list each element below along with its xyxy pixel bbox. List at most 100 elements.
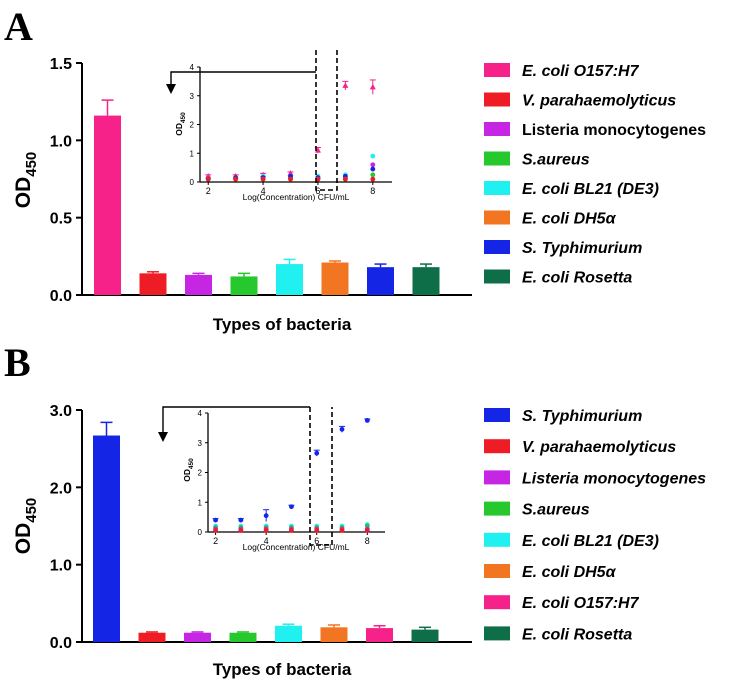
legend-label: V. parahaemolyticus [522,93,676,110]
highlight-dashed-box [315,50,338,191]
inset-y-tick-label: 4 [198,409,203,418]
legend-swatch [484,122,510,136]
inset-y-tick-label: 0 [198,528,203,537]
y-tick-label: 3.0 [50,403,72,420]
inset-point [370,153,376,159]
inset-point [263,528,269,533]
y-tick-label: 0.0 [50,288,72,305]
panel-letter: A [4,4,33,49]
legend-swatch [484,92,510,107]
inset-point [342,176,348,182]
legend-label: E. coli Rosetta [522,270,632,287]
legend-label: S.aureus [522,502,590,519]
inset-y-tick-label: 1 [190,149,195,158]
legend-label: E. coli O157:H7 [522,595,640,612]
bar [320,627,348,642]
inset-y-tick-label: 1 [198,498,203,507]
bar [412,267,440,295]
legend-swatch [484,269,510,284]
bar [94,115,121,295]
legend-label: E. coli DH5α [522,211,617,228]
inset-point [339,528,345,533]
inset-point [370,166,376,172]
legend-label: V. parahaemolyticus [522,439,676,456]
inset-y-tick-label: 2 [190,121,195,130]
y-axis-label-sub: 450 [23,498,40,523]
legend-swatch [484,408,510,422]
bar [229,632,257,642]
legend-label: S.aureus [522,152,590,169]
legend-label: S. Typhimurium [522,240,642,257]
bar [366,628,393,642]
bar [230,276,258,295]
connector-arrow-line [162,406,310,434]
legend-swatch [484,240,510,254]
inset-point [233,176,239,182]
legend-swatch [484,595,510,610]
legend-label: Listeria monocytogenes [522,122,706,139]
inset-x-tick-label: 6 [314,536,319,546]
legend-swatch [484,151,510,166]
bar [138,632,166,642]
x-axis-label: Types of bacteria [213,315,352,334]
inset-x-axis-label: Log(Concentration) CFU/mL [243,542,350,552]
legend-label: E. coli O157:H7 [522,63,640,80]
bar [276,264,303,295]
inset-point [342,82,349,88]
y-tick-label: 1.0 [50,133,72,150]
legend-swatch [484,501,510,516]
legend-label: Listeria monocytogenes [522,470,706,487]
inset-point [287,170,294,176]
inset-y-axis-label: OD450 [182,458,195,482]
inset-point [314,450,320,456]
inset-point [260,176,266,182]
inset-y-tick-label: 0 [190,178,195,187]
inset-y-tick-label: 3 [198,439,203,448]
legend-swatch [484,470,510,485]
inset-y-tick-label: 3 [190,92,195,101]
y-tick-label: 2.0 [50,480,72,497]
inset-point [213,517,218,523]
inset-point [205,176,211,182]
x-axis-label: Types of bacteria [213,660,352,679]
inset-point [370,172,376,178]
legend-label: S. Typhimurium [522,408,642,425]
legend-swatch [484,532,510,547]
bar [93,435,120,642]
legend-swatch [484,564,510,578]
connector-arrow-head [158,432,168,442]
connector-arrow-line [170,71,316,86]
y-axis-label: OD450 [12,498,40,555]
inset-y-axis-label-sub: 450 [180,112,187,123]
inset-point [314,528,320,533]
inset-y-tick-label: 2 [198,469,203,478]
inset-y-axis-label-sub: 450 [188,458,195,469]
y-axis-label-sub: 450 [23,152,40,177]
inset-point [364,528,370,533]
inset-x-tick-label: 6 [315,186,320,196]
legend-swatch [484,181,510,195]
inset-point [238,528,244,533]
bar [367,267,394,295]
connector-arrow-head [166,84,176,94]
inset-point [369,83,376,90]
inset-y-axis-label-main: OD [174,123,184,136]
bar [275,625,302,642]
y-tick-label: 0.0 [50,635,72,652]
inset-point [263,513,269,519]
inset-point [370,176,376,182]
y-tick-label: 0.5 [50,211,72,228]
y-tick-label: 1.5 [50,56,72,73]
inset-point [289,504,294,510]
inset-point [288,176,293,182]
bar [321,262,349,295]
inset-point [238,517,244,523]
inset-x-tick-label: 2 [213,536,218,546]
inset-x-tick-label: 4 [261,186,266,196]
panel-letter: B [4,340,31,385]
inset-y-tick-label: 4 [190,63,195,72]
inset-y-axis-label: OD450 [174,112,187,136]
